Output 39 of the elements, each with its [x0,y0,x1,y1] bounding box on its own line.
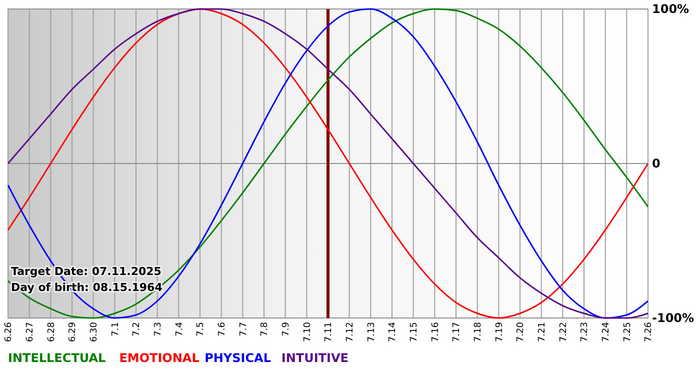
y-tick-label: -100% [652,311,694,326]
x-tick-label: 7.8 [260,322,270,336]
x-tick-label: 7.7 [238,322,249,336]
x-tick-label: 7.17 [452,322,462,342]
line-series [7,8,649,319]
x-tick-label: 7.12 [345,322,356,342]
text: INTUITIVE [281,351,348,365]
x-tick-label: 7.5 [196,322,206,336]
x-tick-label: 7.4 [174,322,185,336]
x-tick-label: 7.9 [281,322,292,336]
x-tick-label: 6.27 [25,322,36,342]
text: EMOTIONAL [119,351,200,365]
x-tick-label: 7.13 [366,322,377,342]
x-tick-label: 7.10 [302,322,313,342]
x-tick-label: 7.26 [644,322,654,342]
x-tick-label: 7.16 [430,322,441,342]
x-tick-label: 7.22 [558,322,569,342]
x-tick-label: 7.14 [388,322,398,342]
x-tick-label: 7.6 [217,322,228,336]
x-tick-label: 7.19 [494,322,505,342]
x-tick-label: 7.3 [153,322,164,336]
x-tick-label: 7.25 [622,322,633,342]
x-tick-label: 7.21 [537,322,548,342]
x-tick-label: 7.2 [132,322,142,336]
x-tick-label: 7.15 [409,322,420,342]
x-tick-label: 6.30 [89,322,100,342]
x-tick-label: 7.11 [324,322,334,342]
x-tick-label: 7.24 [601,322,612,342]
text: INTELLECTUAL [8,351,106,365]
x-tick-label: 6.26 [4,322,14,342]
x-tick-label: 7.23 [580,322,590,342]
x-tick-label: 6.29 [68,322,78,342]
text: PHYSICAL [204,351,272,365]
y-tick-label: 0 [652,156,660,171]
x-tick-label: 7.1 [110,322,121,336]
x-tick-label: 7.18 [473,322,484,342]
x-tick-label: 6.28 [46,322,57,342]
x-tick-label: 7.20 [516,322,526,342]
y-tick-label: 100% [652,2,690,16]
